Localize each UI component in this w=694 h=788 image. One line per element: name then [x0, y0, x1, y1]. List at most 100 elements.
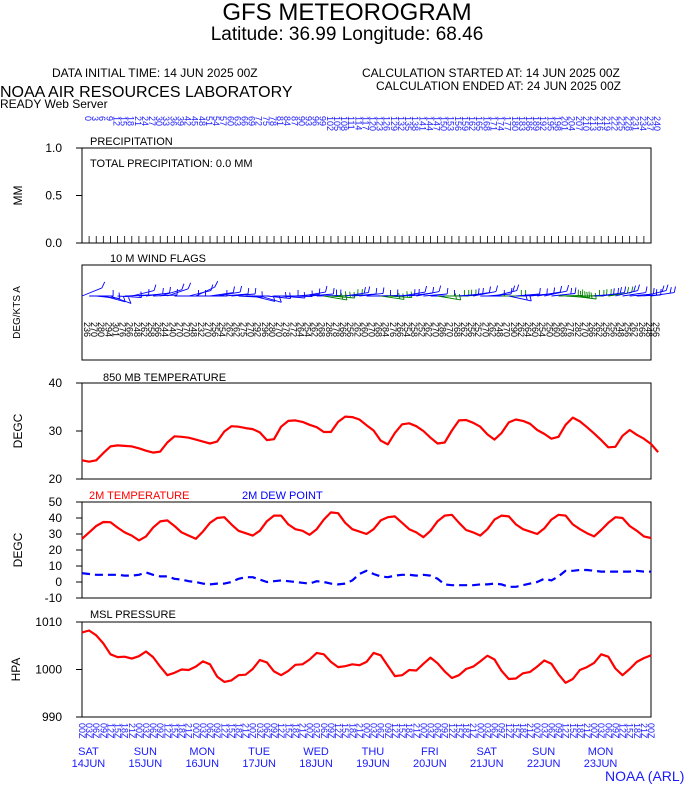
utc-time-label: 15Z — [511, 723, 521, 739]
utc-time-label: 03Z — [141, 723, 151, 739]
forecast-hour-label: 156 — [453, 116, 463, 131]
forecast-hour-label: 6 — [97, 116, 107, 121]
wind-barb-flag — [482, 287, 484, 295]
wind-barb-flag — [438, 285, 442, 292]
wind-barb — [302, 291, 326, 297]
wind-barb — [217, 291, 241, 297]
wind-barb — [316, 295, 341, 297]
wind-dir-label: 270 — [203, 322, 213, 337]
day-date-label: 23JUN — [584, 758, 618, 770]
temp2m-tick-label: 0 — [55, 575, 62, 589]
utc-time-label: 12Z — [447, 723, 457, 739]
wind-dir-label: 248 — [615, 322, 625, 337]
utc-time-label: 12Z — [618, 723, 628, 739]
wind-barb-flag — [570, 287, 573, 295]
day-date-label: 14JUN — [72, 758, 106, 770]
wind-dir-label: 240 — [167, 322, 177, 337]
forecast-hour-label: 225 — [616, 116, 626, 131]
forecast-hour-label: 90 — [296, 116, 306, 126]
wind-dir-label: 262 — [516, 322, 526, 337]
forecast-hour-label: 126 — [382, 116, 392, 131]
wind-barb — [537, 291, 561, 297]
wind-barb-flag — [586, 291, 589, 298]
utc-time-label: 21Z — [639, 723, 649, 739]
wind-barb — [167, 288, 189, 297]
wind-dir-label: 248 — [189, 322, 199, 337]
wind-barb-flag — [162, 287, 164, 295]
forecast-hour-label: 3 — [90, 116, 100, 121]
wind-dir-label: 270 — [89, 322, 99, 337]
temp2m-tick-label: 40 — [49, 511, 63, 525]
forecast-hour-label: 213 — [588, 116, 598, 131]
wind-barb-flag — [187, 282, 192, 289]
utc-time-label: 18Z — [632, 723, 642, 739]
forecast-hour-label: 120 — [368, 116, 378, 131]
wind-barb-flag — [512, 285, 516, 292]
utc-time-label: 18Z — [575, 723, 585, 739]
wind-barb-flag — [539, 287, 541, 295]
wind-dir-label: 252 — [416, 322, 426, 337]
pressure-frame — [81, 621, 652, 718]
forecast-hour-label: 15 — [119, 116, 129, 126]
wind-dir-label: 280 — [96, 322, 106, 337]
wind-dir-label: 268 — [317, 322, 327, 337]
temp850-ylabel: DEGC — [11, 413, 25, 448]
wind-dir-label: 262 — [487, 322, 497, 337]
forecast-hour-label: 129 — [389, 116, 399, 131]
forecast-hour-label: 171 — [488, 116, 498, 131]
pressure-ylabel: HPA — [9, 658, 23, 682]
utc-time-label: 09Z — [497, 723, 507, 739]
wind-barb — [131, 290, 155, 297]
wind-barb — [622, 292, 646, 297]
utc-time-label: 18Z — [233, 723, 243, 739]
wind-barb — [259, 295, 282, 303]
utc-time-label: 00Z — [305, 723, 315, 739]
forecast-hour-label: 165 — [474, 116, 484, 131]
utc-time-label: 15Z — [169, 723, 179, 739]
day-date-label: 19JUN — [356, 758, 390, 770]
wind-barb — [188, 290, 212, 297]
utc-time-label: 06Z — [148, 723, 158, 739]
wind-dir-label: 244 — [160, 322, 170, 337]
forecast-hour-label: 222 — [609, 116, 619, 131]
utc-time-label: 15Z — [340, 723, 350, 739]
forecast-hour-label: 27 — [147, 116, 157, 126]
wind-barb-flag — [318, 288, 321, 295]
wind-barb — [473, 291, 497, 297]
wind-barb — [266, 295, 291, 299]
day-name-label: FRI — [421, 746, 439, 758]
forecast-hour-label: 123 — [375, 116, 385, 131]
lab-name: NOAA AIR RESOURCES LABORATORY — [0, 84, 293, 101]
wind-barb-flag — [332, 287, 335, 295]
wind-barb — [281, 295, 305, 299]
wind-dir-label: 282 — [573, 322, 583, 337]
pressure-title: MSL PRESSURE — [90, 609, 176, 621]
utc-time-label: 12Z — [333, 723, 343, 739]
utc-time-label: 00Z — [248, 723, 258, 739]
wind-barb-flag — [446, 287, 449, 295]
wind-barb — [544, 290, 567, 297]
wind-dir-label: 266 — [637, 322, 647, 337]
utc-time-label: 06Z — [91, 723, 101, 739]
utc-time-label: 03Z — [84, 723, 94, 739]
forecast-hour-label: 207 — [574, 116, 584, 131]
wind-dir-label: 266 — [153, 322, 163, 337]
forecast-hour-label: 96 — [311, 116, 321, 126]
wind-barb-flag — [613, 288, 615, 295]
utc-time-label: 03Z — [596, 723, 606, 739]
forecast-hour-label: 81 — [275, 116, 285, 126]
forecast-hour-label: 198 — [552, 116, 562, 131]
wind-barb-flag — [140, 291, 142, 298]
wind-barb — [323, 295, 347, 301]
utc-time-label: 12Z — [162, 723, 172, 739]
wind-barb-flag — [617, 287, 620, 295]
wind-barb — [437, 295, 461, 301]
temp2m-tick-label: 50 — [49, 495, 63, 509]
calc-ended: CALCULATION ENDED AT: 24 JUN 2025 00Z — [376, 79, 621, 93]
temp850-tick-label: 30 — [49, 424, 63, 438]
wind-dir-label: 254 — [402, 322, 412, 337]
forecast-hour-label: 114 — [353, 116, 363, 130]
calc-started: CALCULATION STARTED AT: 14 JUN 2025 00Z — [362, 66, 620, 80]
utc-time-label: 21Z — [411, 723, 421, 739]
